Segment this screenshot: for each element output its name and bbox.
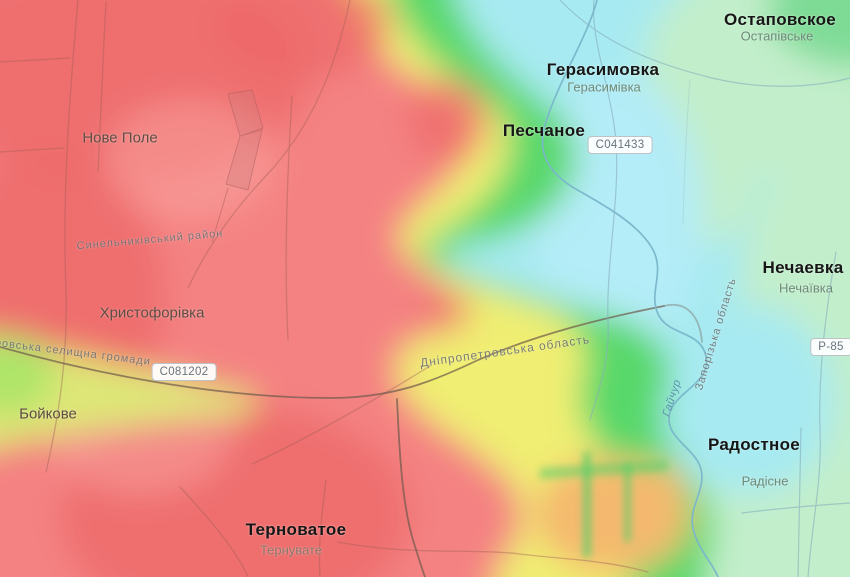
heat-cyan-rivervalley [665,305,835,495]
heat-shelterbelt-1 [583,452,591,557]
road-left-1 [45,0,79,473]
road-p85 [807,251,837,577]
road-left-4 [97,1,107,173]
heat-valley-green [0,334,54,414]
oblast-boundary-south [396,398,426,577]
settlement-strip-2 [225,129,263,191]
heat-deepred-n [210,0,390,80]
heat-salmon-patch1 [105,100,275,220]
road-badge-p85: Р-85 [810,338,850,356]
road-field-vert [285,95,293,341]
road-c041433 [589,0,618,421]
road-ne-branch [682,79,691,225]
oblast-boundary-main [0,305,665,399]
road-radostnoe-ns [797,427,802,577]
railway-diagonal [187,0,351,289]
road-badge-c081202: С081202 [151,363,217,381]
heat-corner-green [767,0,850,68]
heat-deepred-peschanoe [408,78,488,162]
road-left-2 [0,57,71,63]
heat-shelterbelt-2 [624,462,631,542]
settlement-strip-1 [227,89,264,137]
settlement-tail [211,187,229,243]
road-badge-c041433: С041433 [587,136,653,154]
road-left-3 [0,147,65,153]
oblast-boundary-ne [663,303,703,343]
river-haichur [541,0,719,577]
road-radostnoe-ew [741,502,850,514]
road-bottom-east [337,541,649,573]
road-ternovatoe-1 [179,486,249,577]
road-ternovatoe-2 [318,479,327,577]
road-topright [559,0,850,87]
heat-shelterbelt-3 [540,460,668,479]
road-sw-diagonal [251,365,431,465]
heat-deepred-finger [420,290,472,334]
heat-orange-spot [634,465,686,509]
